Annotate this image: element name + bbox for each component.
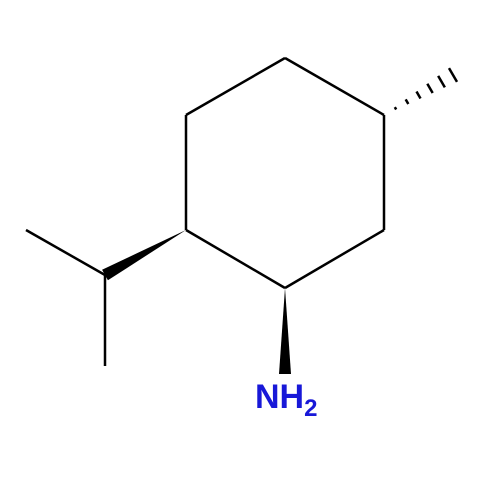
amine-sub2: 2 bbox=[304, 395, 317, 422]
molecule-canvas: NH2 bbox=[0, 0, 500, 500]
amine-label: NH2 bbox=[255, 378, 317, 422]
amine-nh: NH bbox=[255, 378, 304, 416]
